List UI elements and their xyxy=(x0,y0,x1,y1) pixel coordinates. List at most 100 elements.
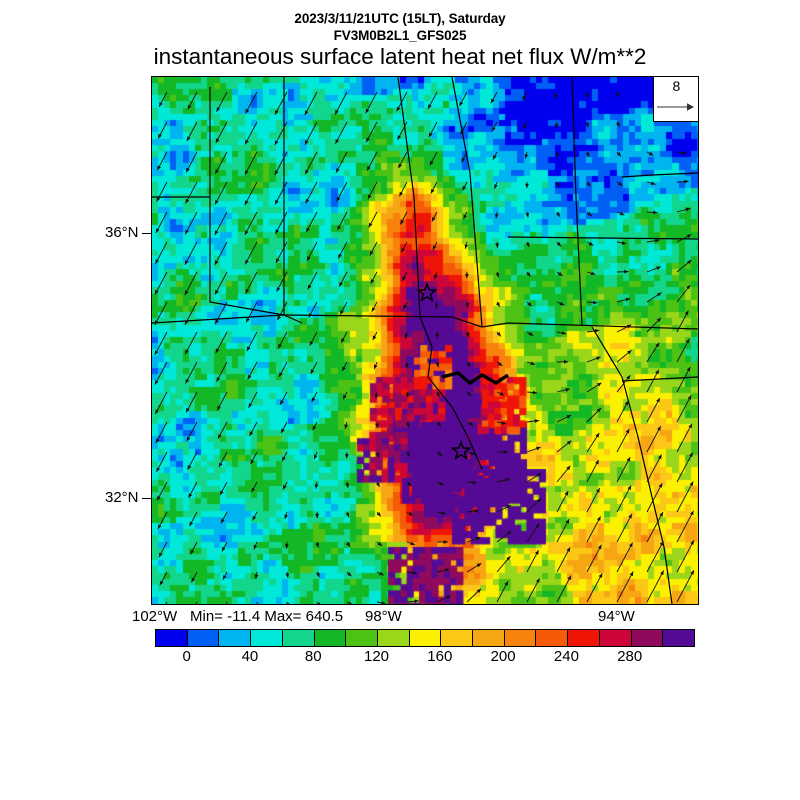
wind-vector xyxy=(305,211,318,233)
wind-vector xyxy=(214,301,228,325)
colorbar[interactable] xyxy=(155,629,695,647)
lon-tick-98: 98°W xyxy=(365,608,402,625)
wind-vector xyxy=(346,571,352,577)
wind-vector xyxy=(156,151,168,171)
wind-vector xyxy=(585,151,590,158)
wind-vector xyxy=(339,301,348,315)
title-model: FV3M0B2L1_GFS025 xyxy=(333,28,467,43)
wind-vector xyxy=(433,271,438,280)
colorbar-band-9 xyxy=(441,630,474,646)
wind-vector xyxy=(555,181,560,188)
wind-vector xyxy=(244,151,258,176)
wind-vector xyxy=(616,324,632,333)
wind-vector xyxy=(376,481,380,488)
wind-vector xyxy=(284,511,288,520)
wind-vector xyxy=(400,211,408,225)
wind-vector xyxy=(556,359,569,364)
wind-vector xyxy=(406,511,414,516)
wind-vector xyxy=(376,601,386,604)
wind-vector xyxy=(586,487,601,513)
boundary-line-11 xyxy=(621,376,698,382)
colorbar-band-6 xyxy=(346,630,378,646)
wind-vector xyxy=(586,432,600,453)
wind-vector xyxy=(556,414,572,423)
wind-vector xyxy=(522,91,528,101)
colorbar-band-2 xyxy=(219,630,252,646)
wind-vector xyxy=(676,510,694,543)
wind-vector xyxy=(401,271,408,282)
wind-vector xyxy=(274,181,288,205)
wind-vector xyxy=(399,181,408,197)
wind-vector xyxy=(187,451,198,470)
wind-vector xyxy=(245,301,258,323)
wind-vector xyxy=(404,331,409,339)
wind-vector xyxy=(156,181,168,202)
wind-vector xyxy=(556,490,569,513)
wind-vector xyxy=(496,361,503,367)
wind-vector xyxy=(337,211,348,231)
wind-vector xyxy=(156,481,168,501)
wind-vector xyxy=(436,451,443,457)
wind-vector xyxy=(185,391,198,413)
wind-vector xyxy=(586,241,594,246)
wind-vector xyxy=(365,91,378,114)
wind-vector xyxy=(434,301,439,309)
wind-vector xyxy=(496,478,510,483)
lon-tick-94: 94°W xyxy=(598,608,635,625)
wind-vector xyxy=(245,271,258,294)
wind-vector xyxy=(405,391,410,398)
wind-vector xyxy=(556,465,571,483)
wind-vector xyxy=(398,151,408,169)
boundary-line-7 xyxy=(571,77,583,326)
wind-vector xyxy=(312,421,318,431)
wind-vector xyxy=(214,241,228,266)
wind-vector xyxy=(676,338,690,363)
wind-vector xyxy=(346,541,351,547)
wind-vector xyxy=(646,425,662,453)
wind-vector xyxy=(466,588,482,603)
wind-vector xyxy=(156,451,168,473)
wind-vector xyxy=(189,511,198,527)
colorbar-tick-160: 160 xyxy=(427,648,453,665)
wind-vector xyxy=(646,570,665,603)
colorbar-band-0 xyxy=(156,630,188,646)
wind-vector xyxy=(616,211,625,216)
lat-tickmark-36 xyxy=(142,233,151,235)
wind-vector xyxy=(336,181,348,202)
lat-tick-32: 32°N xyxy=(105,489,139,506)
wind-vector xyxy=(432,241,438,251)
wind-vector xyxy=(462,181,468,191)
wind-vector xyxy=(278,361,288,378)
wind-vector xyxy=(345,451,349,459)
wind-vector xyxy=(676,452,694,483)
wind-vector xyxy=(616,121,621,127)
colorbar-tick-280: 280 xyxy=(617,648,643,665)
wind-vector xyxy=(222,571,228,580)
wind-vector xyxy=(526,361,536,366)
wind-vector xyxy=(345,511,350,518)
wind-vector xyxy=(307,271,318,290)
wind-vector xyxy=(435,361,440,368)
wind-vector xyxy=(496,580,509,603)
wind-vector xyxy=(436,481,445,486)
wind-vector xyxy=(646,151,654,156)
wind-vector xyxy=(219,481,228,496)
wind-vector xyxy=(214,181,228,205)
wind-vector xyxy=(341,361,348,372)
wind-vector xyxy=(406,451,411,457)
wind-vector xyxy=(554,121,559,129)
wind-vector xyxy=(280,421,288,434)
wind-vector xyxy=(304,121,318,145)
wind-vector xyxy=(676,423,693,453)
wind-vector xyxy=(335,151,348,174)
wind-vector xyxy=(221,541,228,552)
wind-vector xyxy=(586,544,602,573)
map-plot-area[interactable]: 8 xyxy=(151,76,699,605)
wind-vector xyxy=(185,151,198,173)
wind-vector xyxy=(555,151,559,158)
wind-vector-field xyxy=(154,91,695,604)
wind-vector xyxy=(186,121,198,142)
boundary-line-5 xyxy=(397,77,421,318)
wind-vector xyxy=(676,284,691,303)
wind-vector xyxy=(526,472,542,483)
